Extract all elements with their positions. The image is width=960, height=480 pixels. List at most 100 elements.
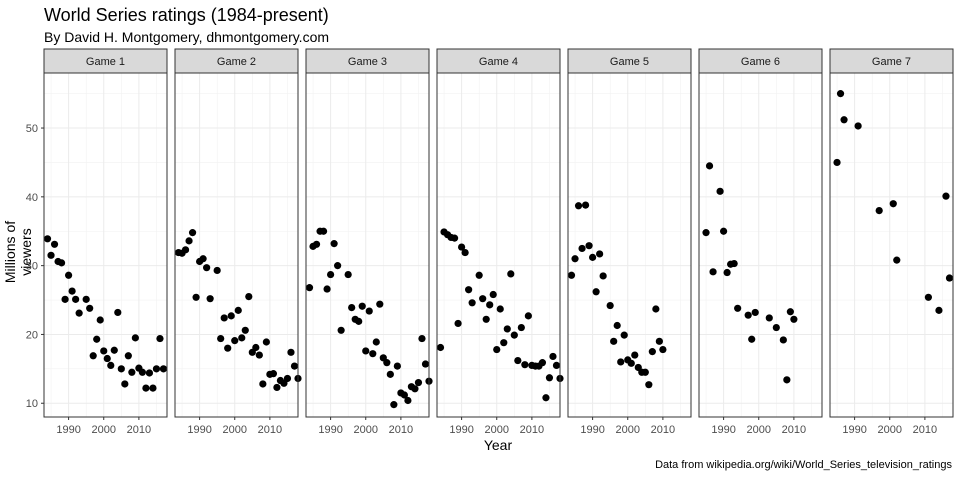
data-point — [124, 352, 132, 360]
data-point — [779, 336, 787, 344]
data-point — [524, 312, 532, 320]
data-point — [192, 293, 200, 301]
facet-panel: Game 5 1990 2000 2010 — [567, 48, 692, 436]
chart-title: World Series ratings (1984-present) — [44, 5, 329, 25]
data-point — [93, 335, 101, 343]
data-point — [521, 361, 529, 369]
data-point — [376, 300, 384, 308]
data-point — [61, 295, 69, 303]
x-tick-label: 1990 — [711, 424, 735, 436]
data-point — [269, 370, 277, 378]
data-point — [337, 326, 345, 334]
data-point — [121, 380, 129, 388]
data-point — [875, 207, 883, 215]
data-point — [206, 295, 214, 303]
data-point — [836, 90, 845, 98]
facet-panel: Game 6 1990 2000 2010 — [698, 48, 823, 436]
panel-background — [437, 73, 560, 417]
data-point — [386, 370, 394, 378]
data-point — [610, 337, 618, 345]
data-point — [581, 201, 590, 209]
data-point — [924, 293, 933, 301]
panel-background — [699, 73, 822, 417]
data-point — [96, 316, 104, 324]
facet-strip — [305, 48, 430, 74]
data-point — [43, 235, 52, 243]
data-point — [231, 337, 239, 345]
data-point — [149, 384, 157, 392]
data-point — [503, 325, 511, 333]
panel-border — [305, 72, 430, 418]
data-point — [117, 365, 125, 373]
x-tick-label: 2010 — [913, 424, 937, 436]
x-tick-label: 2010 — [782, 424, 806, 436]
data-point — [436, 343, 445, 352]
data-point — [461, 248, 469, 257]
data-point — [514, 356, 522, 365]
data-point — [468, 299, 476, 307]
x-tick-label: 2010 — [520, 424, 544, 436]
data-point — [199, 255, 207, 263]
data-point — [578, 244, 586, 253]
data-point — [790, 315, 798, 323]
panel-background — [830, 73, 953, 417]
data-point — [479, 295, 487, 303]
data-point — [705, 162, 714, 170]
panel-border — [567, 72, 692, 418]
panel-background — [175, 73, 298, 417]
facet-strip-label: Game 4 — [479, 56, 518, 68]
data-point — [47, 251, 55, 259]
facet-strip — [567, 48, 692, 74]
data-point — [358, 302, 366, 310]
x-tick-label: 2010 — [127, 424, 151, 436]
x-tick-label: 1990 — [449, 424, 473, 436]
data-point — [273, 383, 281, 392]
data-point — [659, 345, 667, 354]
facet-strip — [698, 48, 823, 74]
data-point — [751, 308, 759, 317]
chart-caption: Data from wikipedia.org/wiki/World_Serie… — [655, 459, 952, 471]
data-point — [786, 308, 794, 316]
data-point — [355, 317, 363, 325]
data-point — [68, 287, 76, 295]
data-point — [203, 264, 211, 272]
data-point — [730, 259, 738, 268]
data-point — [854, 122, 862, 130]
x-tick-label: 1990 — [842, 424, 866, 436]
data-point — [305, 284, 314, 292]
data-point — [655, 337, 663, 345]
x-axis-label: Year — [483, 437, 513, 453]
data-point — [542, 394, 550, 402]
x-tick-label: 2010 — [389, 424, 413, 436]
facet-panel: Game 2 1990 2000 2010 — [174, 48, 302, 436]
data-point — [507, 270, 515, 278]
data-point — [57, 259, 66, 267]
data-point — [942, 192, 950, 200]
panel-border — [174, 72, 299, 418]
data-point — [411, 385, 419, 393]
data-point — [486, 301, 494, 309]
facet-strip-label: Game 5 — [610, 56, 649, 68]
data-point — [421, 360, 430, 368]
data-point — [734, 304, 742, 312]
data-point — [128, 368, 136, 376]
data-point — [290, 362, 299, 370]
facet-strip-label: Game 2 — [217, 56, 256, 68]
data-point — [552, 361, 561, 369]
x-tick-label: 2010 — [651, 424, 675, 436]
data-point — [327, 270, 335, 279]
data-point — [245, 293, 253, 301]
data-point — [224, 344, 232, 352]
data-point — [475, 271, 483, 279]
panel-border — [43, 72, 168, 418]
data-point — [393, 362, 401, 370]
data-point — [220, 314, 228, 322]
data-point — [330, 240, 338, 248]
data-point — [723, 268, 731, 277]
data-point — [414, 379, 423, 387]
facet-strip — [43, 48, 168, 74]
data-point — [945, 274, 954, 282]
y-tick-label: 40 — [26, 192, 38, 204]
data-point — [255, 351, 263, 359]
